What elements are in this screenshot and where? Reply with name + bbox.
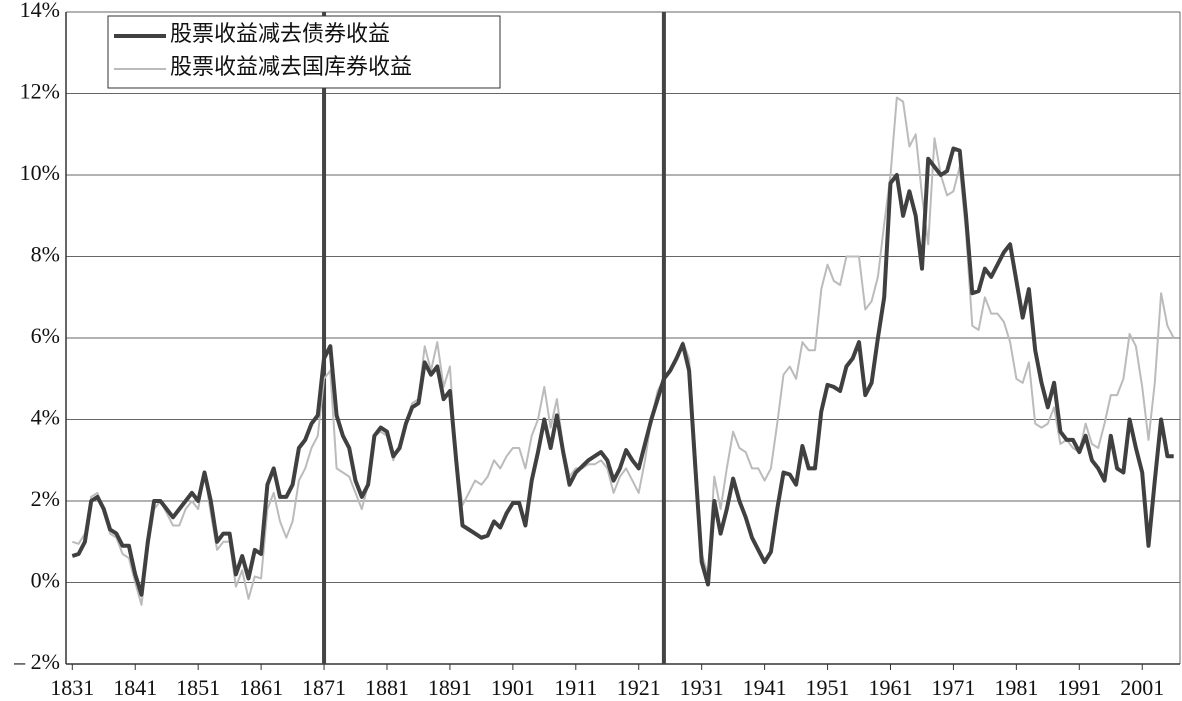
y-tick-label: 10% bbox=[20, 160, 60, 185]
y-tick-label: 2% bbox=[31, 486, 60, 511]
x-tick-label: 1991 bbox=[1057, 675, 1101, 700]
series-line bbox=[71, 146, 1174, 597]
x-tick-label: 1841 bbox=[113, 675, 157, 700]
x-tick-label: 1921 bbox=[617, 675, 661, 700]
y-tick-label: 12% bbox=[20, 79, 60, 104]
y-tick-label: 4% bbox=[31, 405, 60, 430]
x-tick-label: 1881 bbox=[365, 675, 409, 700]
x-tick-label: 1831 bbox=[50, 675, 94, 700]
y-tick-label: 0% bbox=[31, 568, 60, 593]
x-tick-label: 1871 bbox=[302, 675, 346, 700]
legend-label: 股票收益减去债券收益 bbox=[170, 21, 390, 46]
y-tick-label: – 2% bbox=[13, 649, 60, 674]
x-tick-label: 1851 bbox=[176, 675, 220, 700]
x-tick-label: 2001 bbox=[1120, 675, 1164, 700]
x-tick-label: 1961 bbox=[868, 675, 912, 700]
y-tick-label: 14% bbox=[20, 0, 60, 22]
x-tick-label: 1941 bbox=[743, 675, 787, 700]
x-tick-label: 1931 bbox=[680, 675, 724, 700]
legend-label: 股票收益减去国库券收益 bbox=[170, 54, 412, 79]
x-tick-label: 1971 bbox=[931, 675, 975, 700]
x-tick-label: 1911 bbox=[554, 675, 597, 700]
x-tick-label: 1981 bbox=[994, 675, 1038, 700]
x-tick-label: 1951 bbox=[806, 675, 850, 700]
x-tick-label: 1861 bbox=[239, 675, 283, 700]
series-line bbox=[71, 96, 1175, 606]
x-tick-label: 1901 bbox=[491, 675, 535, 700]
y-tick-label: 6% bbox=[31, 323, 60, 348]
legend-box bbox=[107, 15, 501, 89]
x-tick-label: 1891 bbox=[428, 675, 472, 700]
y-tick-label: 8% bbox=[31, 242, 60, 267]
